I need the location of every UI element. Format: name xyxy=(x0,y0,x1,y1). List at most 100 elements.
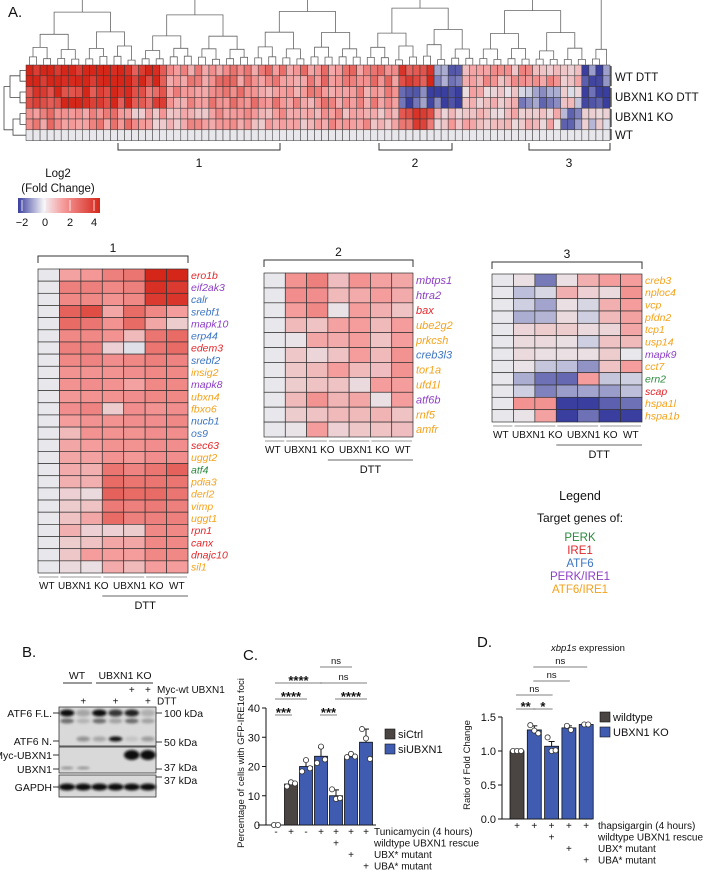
heatmap-cell xyxy=(284,317,307,333)
heatmap-cell xyxy=(123,438,146,452)
heatmap-cell xyxy=(518,86,526,98)
heatmap-cell xyxy=(101,487,125,501)
heatmap-cell xyxy=(461,118,470,131)
heatmap-cell xyxy=(490,64,498,77)
heatmap-cell xyxy=(433,129,442,141)
heatmap-cell xyxy=(620,396,643,411)
heatmap-cell xyxy=(314,129,322,141)
heatmap-cell xyxy=(348,287,371,304)
heatmap-cell xyxy=(419,118,428,131)
gene-label: ube2g2 xyxy=(416,320,453,332)
gene-label: mapk8 xyxy=(191,379,223,391)
y-tick-label: 20 xyxy=(248,762,260,774)
heatmap-cell xyxy=(363,129,372,141)
heatmap-cell xyxy=(581,97,590,109)
data-point xyxy=(321,756,328,763)
panel-label-c: C. xyxy=(243,647,258,664)
heatmap-cell xyxy=(180,129,189,141)
heatmap-cell xyxy=(257,86,266,98)
heatmap-cell xyxy=(80,378,103,391)
heatmap-cell xyxy=(555,384,579,398)
heatmap-cell xyxy=(491,396,514,411)
heatmap-cell xyxy=(166,414,189,428)
heatmap-cell xyxy=(532,75,540,87)
heatmap-cell xyxy=(263,421,286,438)
heatmap-cell xyxy=(194,118,203,131)
heatmap-cell xyxy=(598,347,621,361)
lane-mark: + xyxy=(145,685,151,696)
heatmap-cell xyxy=(59,426,82,440)
heatmap-cell xyxy=(497,118,505,131)
heatmap-cell xyxy=(101,402,125,416)
data-point xyxy=(343,754,350,761)
column-dendrogram-branch xyxy=(212,58,220,65)
heatmap-cell xyxy=(286,75,294,87)
heatmap-cell xyxy=(433,97,442,109)
heatmap-cell xyxy=(60,64,69,77)
heatmap-cell xyxy=(342,129,350,141)
heatmap-cell xyxy=(293,64,301,77)
heatmap-cell xyxy=(103,107,111,120)
heatmap-cell xyxy=(243,86,252,98)
heatmap-cell xyxy=(152,118,160,131)
heatmap-cell xyxy=(546,64,554,77)
heatmap-cell xyxy=(577,396,600,411)
heatmap-cell xyxy=(250,64,259,77)
heatmap-cell xyxy=(534,273,557,287)
heatmap-cell xyxy=(144,305,167,318)
heatmap-cell xyxy=(101,280,125,294)
heatmap-cell xyxy=(60,86,69,98)
cluster-label-2: 2 xyxy=(412,156,419,170)
group-label-ubxn1-ko: UBXN1 KO xyxy=(98,670,151,682)
heatmap-cell xyxy=(131,86,139,98)
heatmap-cell xyxy=(201,107,210,120)
band-myc-ubxn1 xyxy=(123,750,140,760)
heatmap-cell xyxy=(433,107,442,120)
heatmap-cell xyxy=(80,438,103,452)
heatmap-cell xyxy=(504,107,512,120)
heatmap-cell xyxy=(96,97,104,109)
heatmap-cell xyxy=(110,86,118,98)
band-atf6-n xyxy=(92,736,107,742)
heatmap-cell xyxy=(286,64,294,77)
significance-label: **** xyxy=(281,689,302,704)
heatmap-cell xyxy=(284,406,307,423)
heatmap-cell xyxy=(555,396,579,411)
heatmap-cell xyxy=(272,118,280,131)
heatmap-cell xyxy=(370,347,393,363)
band-atf6-fl xyxy=(124,709,140,717)
band-gapdh xyxy=(139,783,157,791)
heatmap-cell xyxy=(59,414,82,428)
heatmap-cell xyxy=(75,97,83,109)
heatmap-cell xyxy=(80,536,103,550)
legend-item-ire1: IRE1 xyxy=(567,545,593,557)
heatmap-cell xyxy=(384,107,393,120)
heatmap-cell xyxy=(567,86,576,98)
heatmap-cell xyxy=(180,97,189,109)
heatmap-cell xyxy=(469,129,477,141)
heatmap-cell xyxy=(532,118,540,131)
heatmap-cell xyxy=(229,64,238,77)
heatmap-cell xyxy=(101,548,125,562)
heatmap-cell xyxy=(602,97,611,109)
heatmap-cell xyxy=(433,64,442,77)
heatmap-cell xyxy=(80,548,103,562)
heatmap-cell xyxy=(46,118,55,131)
gene-label: fbxo6 xyxy=(191,404,217,416)
heatmap-cell xyxy=(426,118,435,131)
band-atf6-fl-lower xyxy=(141,718,155,724)
heatmap-cell xyxy=(37,414,60,428)
heatmap-cell xyxy=(577,322,600,337)
heatmap-cell xyxy=(321,118,329,131)
row-dendrogram-branch xyxy=(19,113,26,125)
heatmap-cell xyxy=(67,64,76,77)
heatmap-cell xyxy=(567,118,576,131)
column-dendrogram-branch xyxy=(208,35,238,50)
heatmap-cell xyxy=(166,499,189,513)
heatmap-cell xyxy=(560,86,569,98)
heatmap-cell xyxy=(25,107,34,120)
heatmap-cell xyxy=(208,129,217,141)
heatmap-cell xyxy=(377,97,386,109)
heatmap-cell xyxy=(602,118,611,131)
